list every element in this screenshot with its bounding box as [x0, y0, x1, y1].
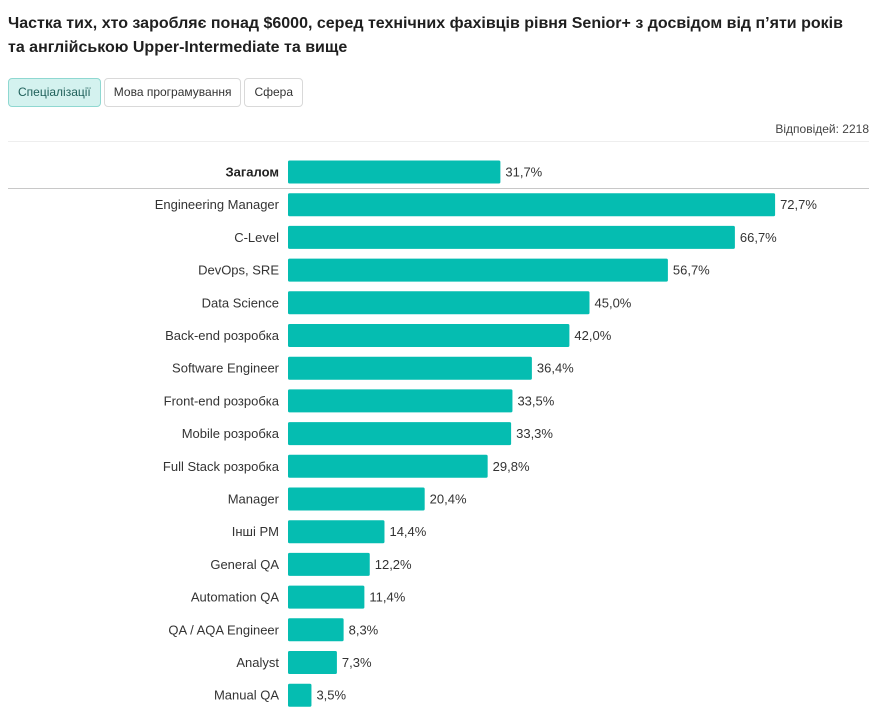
value-label: 36,4%	[537, 361, 574, 376]
bar-full-stack-розробка[interactable]	[288, 454, 488, 478]
bar-devops-sre[interactable]	[288, 258, 668, 282]
value-label: 33,5%	[517, 393, 554, 408]
bar-back-end-розробка[interactable]	[288, 324, 570, 347]
tab-programming-language[interactable]: Мова програмування	[103, 78, 242, 107]
bar-інші-pm[interactable]	[288, 520, 385, 544]
top-divider	[8, 141, 869, 142]
bar-qa-aqa-engineer[interactable]	[288, 618, 344, 642]
category-label: Data Science	[202, 295, 279, 310]
category-label: Загалом	[226, 165, 280, 180]
category-label: Manager	[228, 492, 280, 507]
category-label: DevOps, SRE	[198, 263, 279, 278]
overall-divider	[8, 188, 869, 189]
bar-analyst[interactable]	[288, 651, 337, 674]
bar-automation-qa[interactable]	[288, 585, 365, 609]
tab-bar: Спеціалізації Мова програмування Сфера	[8, 78, 304, 107]
bar-manager[interactable]	[288, 487, 425, 511]
category-label: General QA	[210, 557, 279, 572]
category-label: Engineering Manager	[155, 197, 280, 212]
value-label: 66,7%	[740, 230, 777, 245]
category-label: Analyst	[236, 655, 279, 670]
bar-manual-qa[interactable]	[288, 683, 312, 707]
category-label: Front-end розробка	[164, 393, 280, 408]
category-label: Automation QA	[191, 590, 279, 605]
value-label: 11,4%	[369, 590, 405, 605]
value-label: 3,5%	[316, 688, 346, 703]
category-label: C-Level	[234, 230, 279, 245]
value-label: 29,8%	[493, 459, 530, 474]
value-label: 72,7%	[780, 197, 817, 212]
bar-mobile-розробка[interactable]	[288, 422, 512, 446]
bar-front-end-розробка[interactable]	[288, 389, 513, 413]
value-label: 20,4%	[430, 492, 467, 507]
value-label: 7,3%	[342, 655, 372, 670]
category-label: Software Engineer	[172, 361, 280, 376]
category-label: Manual QA	[214, 688, 279, 703]
category-label: Інші PM	[232, 524, 279, 539]
responses-count: Відповідей: 2218	[775, 122, 869, 136]
tab-specializations[interactable]: Спеціалізації	[8, 78, 101, 107]
value-label: 14,4%	[389, 524, 426, 539]
chart-title: Частка тих, хто заробляє понад $6000, се…	[8, 15, 843, 56]
bar-c-level[interactable]	[288, 225, 735, 249]
bar-software-engineer[interactable]	[288, 356, 532, 380]
category-label: Mobile розробка	[182, 426, 280, 441]
value-label: 42,0%	[574, 328, 611, 343]
value-label: 33,3%	[516, 426, 553, 441]
value-label: 12,2%	[375, 557, 412, 572]
category-label: Full Stack розробка	[163, 459, 280, 474]
tab-domain[interactable]: Сфера	[244, 78, 304, 107]
bar-general-qa[interactable]	[288, 552, 370, 576]
value-label: 31,7%	[505, 165, 542, 180]
value-label: 8,3%	[349, 622, 379, 637]
category-label: Back-end розробка	[165, 328, 280, 343]
value-label: 45,0%	[595, 295, 632, 310]
bar-engineering-manager[interactable]	[288, 193, 776, 217]
value-label: 56,7%	[673, 263, 710, 278]
bar-загалом[interactable]	[288, 160, 501, 184]
category-label: QA / AQA Engineer	[168, 622, 279, 637]
bar-data-science[interactable]	[288, 291, 590, 315]
